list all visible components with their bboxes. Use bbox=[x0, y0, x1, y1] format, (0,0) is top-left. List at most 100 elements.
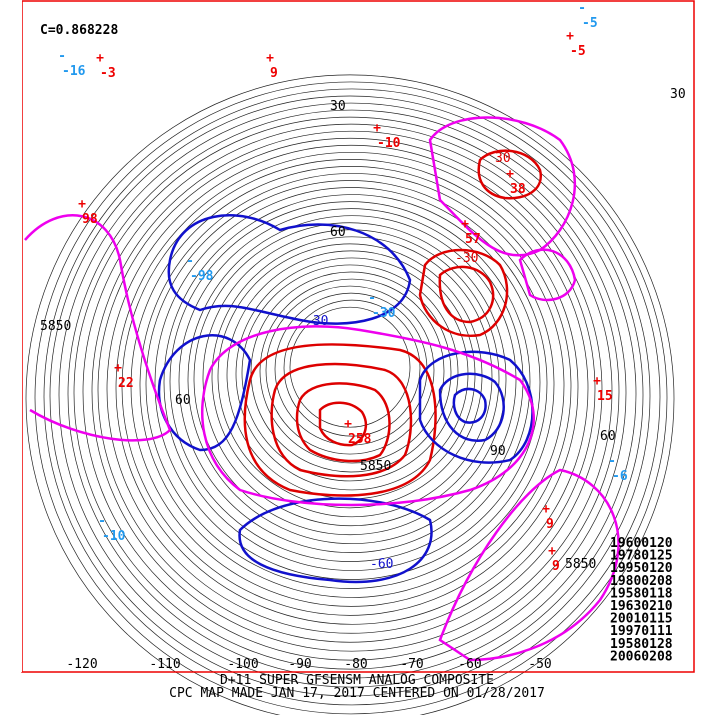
marker-value: 9 bbox=[552, 559, 560, 574]
contour-label: 90 bbox=[490, 444, 506, 459]
marker-value: 38 bbox=[510, 182, 526, 197]
marker-sign: + bbox=[266, 51, 274, 66]
contour-label: -30 bbox=[455, 251, 478, 266]
height-contour bbox=[121, 159, 579, 616]
marker-sign: - bbox=[578, 1, 586, 16]
analog-date: 19950120 bbox=[610, 561, 673, 576]
contour-label: 30 bbox=[670, 87, 686, 102]
marker-value: 22 bbox=[118, 376, 134, 391]
marker-value: -5 bbox=[582, 16, 598, 31]
marker-sign: + bbox=[506, 167, 514, 182]
marker-sign: - bbox=[368, 291, 376, 306]
height-contour bbox=[163, 194, 541, 571]
marker-value: -3 bbox=[100, 66, 116, 81]
longitude-label: -120 bbox=[66, 657, 97, 672]
analog-date: 19600120 bbox=[610, 536, 673, 551]
marker-sign: - bbox=[58, 49, 66, 64]
analog-date: 19780125 bbox=[610, 549, 673, 564]
longitude-label: -100 bbox=[227, 657, 258, 672]
marker-value: 9 bbox=[270, 66, 278, 81]
contour-label: 5850 bbox=[40, 319, 71, 334]
height-contour bbox=[265, 285, 435, 455]
analog-date: 19800208 bbox=[610, 574, 673, 589]
marker-value: 57 bbox=[465, 232, 481, 247]
longitude-label: -90 bbox=[288, 657, 311, 672]
analog-date: 19970111 bbox=[610, 624, 673, 639]
marker-value: -6 bbox=[612, 469, 628, 484]
marker-sign: - bbox=[186, 254, 194, 269]
height-contour bbox=[58, 102, 644, 688]
marker-sign: + bbox=[114, 361, 122, 376]
height-contour bbox=[73, 116, 627, 670]
marker-sign: + bbox=[96, 51, 104, 66]
height-contour bbox=[289, 306, 411, 428]
height-contour bbox=[67, 109, 637, 679]
contour-label: -60 bbox=[370, 557, 393, 572]
height-contour bbox=[43, 88, 661, 706]
height-contour bbox=[82, 123, 620, 661]
contour-label: 60 bbox=[175, 393, 191, 408]
height-contour bbox=[283, 299, 421, 437]
anomaly-contours bbox=[24, 116, 620, 662]
height-contour bbox=[97, 137, 603, 643]
marker-value: -16 bbox=[62, 64, 86, 79]
height-contour bbox=[259, 278, 445, 464]
height-contour bbox=[178, 208, 524, 553]
height-contour bbox=[154, 187, 548, 580]
height-contour bbox=[169, 201, 531, 562]
marker-sign: - bbox=[98, 514, 106, 529]
footer-line: D+11 SUPER GFSENSM ANALOG COMPOSITE bbox=[220, 673, 494, 688]
analog-date: 19630210 bbox=[610, 599, 673, 614]
height-contour bbox=[25, 74, 675, 719]
longitude-label: -110 bbox=[149, 657, 180, 672]
marker-value: 15 bbox=[597, 389, 613, 404]
marker-sign: + bbox=[548, 544, 556, 559]
marker-value: -98 bbox=[190, 269, 214, 284]
height-contour bbox=[115, 151, 589, 625]
left-margin bbox=[0, 0, 22, 672]
marker-value: 98 bbox=[82, 212, 98, 227]
marker-sign: + bbox=[542, 502, 550, 517]
analog-date: 19580128 bbox=[610, 637, 673, 652]
marker-value: -10 bbox=[377, 136, 401, 151]
height-contour bbox=[130, 166, 572, 607]
footer-line: CPC MAP MADE JAN 17, 2017 CENTERED ON 01… bbox=[169, 686, 545, 701]
marker-value: -5 bbox=[570, 44, 586, 59]
contour-label: 5850 bbox=[360, 459, 391, 474]
height-contour bbox=[106, 144, 596, 634]
contour-label: 5850 bbox=[565, 557, 596, 572]
height-contour bbox=[187, 215, 517, 545]
longitude-label: -70 bbox=[400, 657, 423, 672]
analog-date: 20060208 bbox=[610, 649, 673, 664]
analog-date: 20010115 bbox=[610, 612, 673, 627]
marker-value: 9 bbox=[546, 517, 554, 532]
correlation: C=0.868228 bbox=[40, 23, 118, 38]
height-contour bbox=[193, 222, 507, 536]
marker-sign: + bbox=[78, 197, 86, 212]
contour-label: 30 bbox=[495, 151, 511, 166]
contour-label: -30 bbox=[305, 314, 328, 329]
contour-label: 60 bbox=[330, 225, 346, 240]
analog-date: 19580118 bbox=[610, 586, 673, 601]
height-contour bbox=[91, 130, 613, 652]
marker-sign: + bbox=[566, 29, 574, 44]
marker-sign: + bbox=[593, 374, 601, 389]
marker-sign: - bbox=[608, 454, 616, 469]
height-contour bbox=[145, 180, 555, 589]
height-contour bbox=[34, 81, 668, 715]
marker-value: 258 bbox=[348, 432, 372, 447]
height-contour bbox=[250, 271, 452, 473]
marker-sign: + bbox=[461, 217, 469, 232]
height-contour bbox=[49, 95, 651, 697]
height-contour bbox=[139, 173, 565, 598]
contour-label: 30 bbox=[330, 99, 346, 114]
marker-value: -30 bbox=[372, 306, 396, 321]
height-contour bbox=[241, 264, 459, 482]
marker-sign: + bbox=[344, 417, 352, 432]
height-contour bbox=[211, 236, 493, 518]
longitude-label: -50 bbox=[528, 657, 551, 672]
marker-value: -10 bbox=[102, 529, 126, 544]
marker-sign: + bbox=[373, 121, 381, 136]
